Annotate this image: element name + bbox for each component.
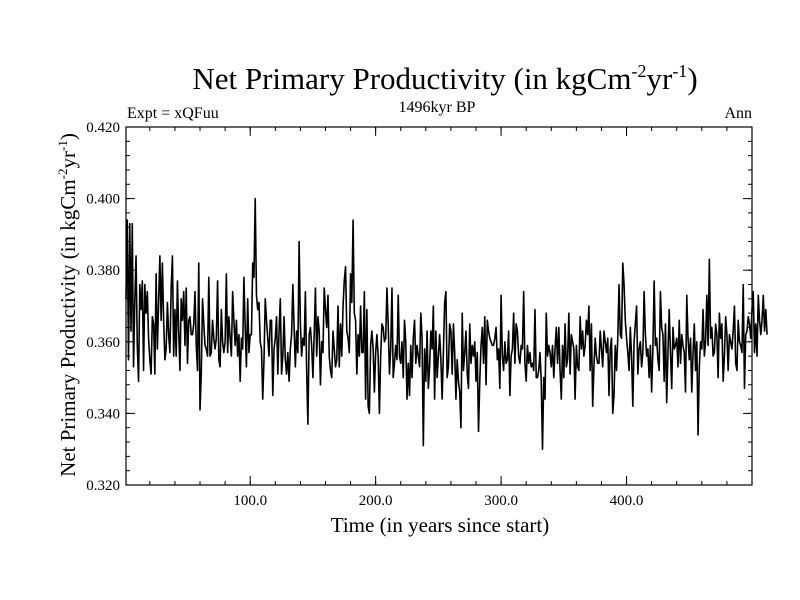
y-tick-label: 0.420 — [86, 120, 120, 136]
chart-title-text: Net Primary Productivity (in kgCm — [192, 61, 631, 96]
subtitle-right: Ann — [724, 105, 752, 122]
y-axis-label-text: Net Primary Productivity (in kgCm — [56, 179, 80, 476]
y-axis-label-exp1: -2 — [55, 169, 70, 180]
y-axis-label-close: ) — [56, 133, 80, 140]
x-tick-label: 300.0 — [484, 493, 518, 509]
x-tick-label: 100.0 — [233, 493, 267, 509]
x-tick-label: 200.0 — [359, 493, 393, 509]
x-axis-label: Time (in years since start) — [331, 513, 550, 537]
chart-title: Net Primary Productivity (in kgCm-2yr-1) — [192, 61, 697, 96]
y-tick-label: 0.400 — [86, 192, 120, 208]
plot-frame — [125, 126, 753, 486]
subtitle-center: 1496kyr BP — [399, 99, 476, 116]
x-tick-label: 400.0 — [610, 493, 644, 509]
y-tick-label: 0.340 — [86, 406, 120, 422]
y-axis-label-exp2: -1 — [55, 140, 70, 151]
chart-title-mid: yr — [646, 61, 673, 96]
chart-title-exp1: -2 — [631, 61, 646, 81]
npp-series-line — [125, 197, 768, 450]
y-axis-label: Net Primary Productivity (in kgCm-2yr-1) — [55, 133, 80, 477]
y-tick-label: 0.360 — [86, 335, 120, 351]
y-tick-label: 0.320 — [86, 478, 120, 494]
y-axis-label-mid: yr — [56, 151, 80, 169]
chart-title-exp2: -1 — [672, 61, 687, 81]
y-tick-label: 0.380 — [86, 263, 120, 279]
subtitle-left: Expt = xQFuu — [127, 105, 219, 122]
chart-title-close: ) — [687, 61, 697, 96]
